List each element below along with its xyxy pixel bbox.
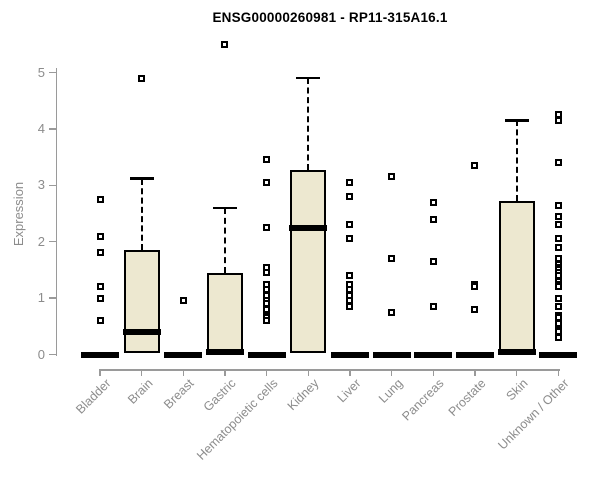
outlier-point	[554, 221, 562, 229]
x-tick	[474, 369, 476, 376]
x-tick	[349, 369, 351, 376]
outlier-point	[471, 283, 479, 291]
chart-title: ENSG00000260981 - RP11-315A16.1	[212, 10, 448, 25]
x-tick	[224, 369, 226, 376]
outlier-point	[346, 303, 354, 311]
box	[498, 201, 535, 354]
median-line	[497, 349, 536, 356]
y-tick	[49, 297, 56, 299]
x-tick	[557, 369, 559, 376]
y-axis-line	[55, 68, 57, 356]
median-line	[372, 351, 411, 358]
y-tick	[49, 184, 56, 187]
median-line	[164, 351, 203, 358]
y-tick	[49, 128, 56, 130]
outlier-point	[263, 317, 271, 325]
median-line	[122, 328, 161, 335]
median-line	[455, 351, 494, 358]
outlier-point	[263, 156, 271, 164]
whisker-line	[223, 207, 226, 274]
median-line	[539, 351, 578, 358]
outlier-point	[96, 294, 104, 302]
median-line	[205, 349, 244, 356]
outlier-point	[471, 162, 479, 170]
box	[206, 273, 243, 354]
outlier-point	[554, 116, 562, 124]
x-tick	[265, 369, 268, 376]
median-line	[330, 351, 369, 358]
box	[290, 170, 327, 354]
median-line	[289, 224, 328, 231]
outlier-point	[554, 283, 562, 291]
y-tick-label: 5	[37, 64, 45, 80]
whisker-cap	[296, 76, 321, 80]
outlier-point	[388, 308, 396, 316]
median-line	[414, 351, 453, 358]
outlier-point	[554, 201, 562, 209]
whisker-line	[307, 78, 310, 171]
outlier-point	[96, 317, 104, 325]
x-tick	[182, 369, 185, 376]
x-tick	[140, 369, 143, 376]
outlier-point	[263, 269, 271, 277]
median-line	[247, 351, 286, 358]
y-tick	[49, 240, 56, 243]
y-tick	[49, 71, 56, 74]
whisker-cap	[212, 206, 237, 210]
outlier-point	[263, 224, 271, 232]
whisker-cap	[129, 177, 154, 180]
whisker-cap	[504, 119, 529, 122]
y-tick-label: 4	[37, 120, 45, 136]
outlier-point	[346, 193, 354, 201]
x-axis-line	[99, 369, 560, 371]
outlier-point	[96, 232, 104, 240]
outlier-point	[221, 40, 229, 48]
x-tick	[307, 369, 310, 376]
outlier-point	[554, 212, 562, 220]
outlier-point	[263, 178, 271, 186]
outlier-point	[554, 243, 562, 251]
y-tick-label: 3	[37, 177, 45, 193]
y-tick	[49, 353, 56, 356]
outlier-point	[96, 195, 104, 203]
x-tick-label: Unknown / Other	[495, 376, 572, 453]
outlier-point	[554, 235, 562, 243]
outlier-point	[554, 294, 562, 302]
x-tick	[432, 369, 435, 376]
outlier-point	[471, 305, 479, 313]
outlier-point	[554, 334, 562, 342]
x-tick	[390, 369, 393, 376]
box	[123, 250, 160, 354]
outlier-point	[429, 198, 437, 206]
x-tick	[515, 369, 518, 376]
outlier-point	[388, 173, 396, 181]
whisker-line	[515, 120, 518, 202]
outlier-point	[429, 215, 437, 223]
outlier-point	[96, 249, 104, 257]
outlier-point	[429, 257, 437, 265]
outlier-point	[429, 303, 437, 311]
outlier-point	[346, 272, 354, 280]
outlier-point	[138, 74, 146, 82]
outlier-point	[554, 159, 562, 167]
outlier-point	[554, 303, 562, 311]
x-tick	[99, 369, 101, 376]
outlier-point	[96, 283, 104, 291]
y-tick-label: 2	[37, 233, 45, 249]
outlier-point	[346, 221, 354, 229]
outlier-point	[346, 235, 354, 243]
y-tick-label: 0	[37, 346, 45, 362]
outlier-point	[179, 297, 187, 305]
median-line	[81, 351, 119, 358]
y-tick-label: 1	[37, 290, 45, 306]
whisker-line	[140, 178, 143, 251]
outlier-point	[388, 255, 396, 263]
outlier-point	[346, 178, 354, 186]
